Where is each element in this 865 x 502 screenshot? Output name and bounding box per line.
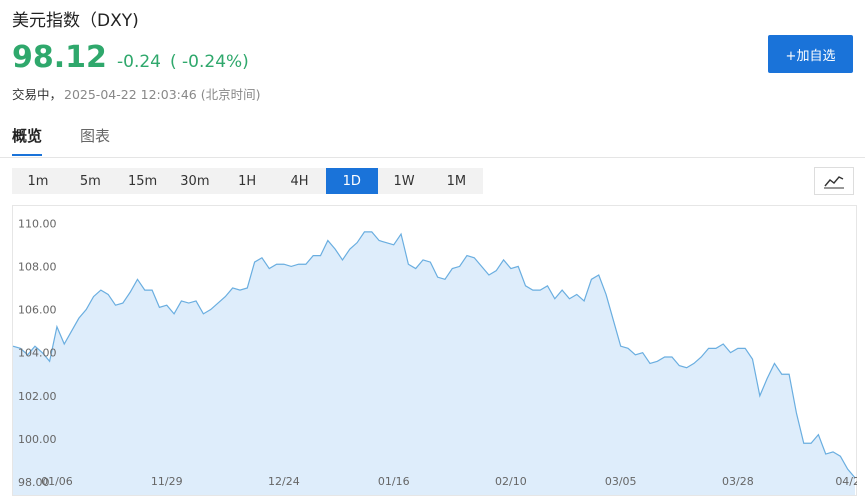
y-tick-label: 108.00 — [18, 260, 57, 273]
chart-type-icon — [824, 176, 844, 189]
line — [12, 231, 856, 479]
tab[interactable]: 概览 — [12, 127, 43, 156]
y-tick-label: 98.00 — [18, 476, 50, 489]
area — [13, 231, 855, 495]
x-tick-label: 11/29 — [151, 475, 183, 488]
period-button[interactable]: 1D — [325, 168, 378, 194]
price: 98.12 — [12, 40, 107, 75]
tab-bar: 概览 图表 — [0, 122, 865, 158]
x-tick-label: 04/2 — [835, 475, 860, 488]
title: 美元指数（DXY) — [12, 11, 139, 31]
period-button[interactable]: 1H — [238, 173, 257, 189]
x-tick-label: 03/05 — [605, 475, 637, 488]
y-tick-label: 106.00 — [18, 304, 57, 317]
x-tick-label: 01/06 — [41, 475, 73, 488]
y-tick-label: 110.00 — [18, 217, 57, 230]
y-tick-label: 104.00 — [18, 347, 57, 360]
y-tick-label: 100.00 — [18, 433, 57, 446]
period-button[interactable]: 5m — [79, 173, 101, 189]
x-tick-label: 03/28 — [722, 475, 754, 488]
period-button[interactable]: 1M — [446, 173, 467, 189]
period-button[interactable]: 1m — [27, 173, 49, 189]
change-percent: ( -0.24%) — [170, 52, 249, 72]
x-tick-label: 01/16 — [378, 475, 410, 488]
period-bar: 1m 5m 15m 30m 1H 4H 1D 1W 1M — [12, 168, 483, 194]
period-button[interactable]: 4H — [290, 173, 309, 189]
change: -0.24 — [117, 52, 161, 72]
x-tick-label: 02/10 — [495, 475, 527, 488]
tab[interactable]: 图表 — [80, 127, 111, 145]
period-button[interactable]: 15m — [127, 173, 158, 189]
period-button[interactable]: 1W — [393, 173, 415, 189]
period-button[interactable]: 30m — [180, 173, 210, 189]
trading-status: 交易中， — [12, 87, 63, 102]
plot-area: 98.00 100.00 102.00 104.00 106.00 108.00 110.0… — [12, 217, 860, 495]
icon-line — [824, 176, 844, 187]
timestamp: 2025-04-22 12:03:46 (北京时间) — [64, 87, 261, 102]
x-tick-label: 12/24 — [268, 475, 300, 488]
y-tick-label: 102.00 — [18, 390, 57, 403]
chart-type-button[interactable] — [814, 167, 854, 195]
add-watchlist-button[interactable]: +加自选 — [768, 35, 853, 73]
